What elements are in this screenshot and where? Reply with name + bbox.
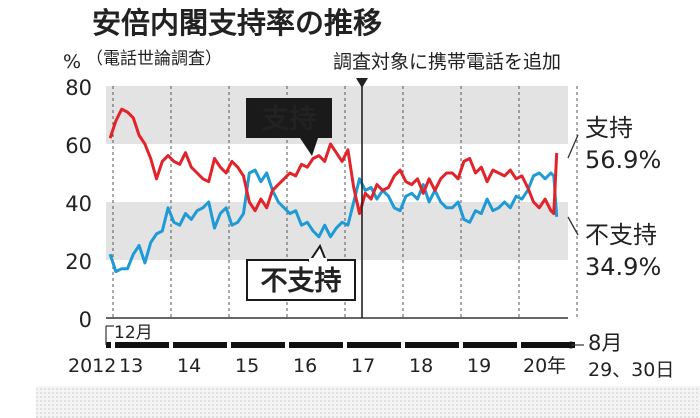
x-end-month: 8月 bbox=[588, 331, 622, 355]
x-end-date: 29、30日 bbox=[588, 359, 674, 381]
inline-label-disapproval: 不支持 bbox=[246, 243, 356, 301]
year-labels: 13 14 15 16 17 18 19 20年 bbox=[119, 355, 566, 377]
timeline-segment-0 bbox=[115, 342, 169, 348]
end-label-approval-value: 56.9% bbox=[585, 146, 661, 174]
chart-title: 安倍内閣支持率の推移 bbox=[92, 6, 382, 40]
x-year-label: 17 bbox=[351, 355, 375, 377]
y-tick-80: 80 bbox=[65, 76, 92, 100]
inline-label-approval-text: 支持 bbox=[262, 104, 316, 135]
annotation-marker-arrow bbox=[356, 78, 368, 88]
timeline-bar bbox=[106, 341, 584, 349]
end-label-approval-name: 支持 bbox=[585, 114, 633, 142]
x-start-year: 2012 bbox=[68, 355, 116, 377]
timeline-segment-5 bbox=[405, 342, 459, 348]
inline-label-approval: 支持 bbox=[246, 98, 332, 156]
x-year-label: 16 bbox=[293, 355, 317, 377]
y-tick-0: 0 bbox=[79, 308, 92, 332]
y-tick-60: 60 bbox=[65, 134, 92, 158]
band-20-40 bbox=[106, 202, 568, 260]
x-year-label: 19 bbox=[467, 355, 491, 377]
timeline-segment-3 bbox=[289, 342, 343, 348]
series-approval-line bbox=[108, 107, 559, 216]
band-60-80 bbox=[106, 86, 568, 144]
x-start-month: 12月 bbox=[114, 323, 153, 343]
series-disapproval-line bbox=[108, 168, 559, 274]
y-tick-20: 20 bbox=[65, 250, 92, 274]
timeline-segment-6 bbox=[463, 342, 517, 348]
x-year-label: 18 bbox=[409, 355, 433, 377]
footer-texture bbox=[36, 386, 700, 418]
x-year-label: 14 bbox=[177, 355, 201, 377]
timeline-segment-4 bbox=[347, 342, 401, 348]
annotation-mobile-added: 調査対象に携帯電話を追加 bbox=[333, 51, 561, 73]
timeline-segment-7 bbox=[521, 342, 575, 348]
unit-label: % bbox=[63, 51, 81, 73]
inline-label-disapproval-text: 不支持 bbox=[261, 266, 342, 297]
chart-subtitle: （電話世論調査） bbox=[86, 49, 222, 69]
end-label-disapproval-name: 不支持 bbox=[585, 221, 657, 249]
timeline-segment-2 bbox=[231, 342, 285, 348]
timeline-start-piece bbox=[106, 342, 111, 348]
end-label-approval: 支持 56.9% bbox=[567, 114, 661, 174]
x-year-label: 15 bbox=[235, 355, 259, 377]
y-tick-40: 40 bbox=[65, 192, 92, 216]
end-label-disapproval-value: 34.9% bbox=[585, 253, 661, 281]
x-year-label: 20年 bbox=[523, 355, 566, 377]
end-label-disapproval: 不支持 34.9% bbox=[567, 216, 661, 281]
timeline-segment-1 bbox=[173, 342, 227, 348]
x-year-label: 13 bbox=[119, 355, 143, 377]
